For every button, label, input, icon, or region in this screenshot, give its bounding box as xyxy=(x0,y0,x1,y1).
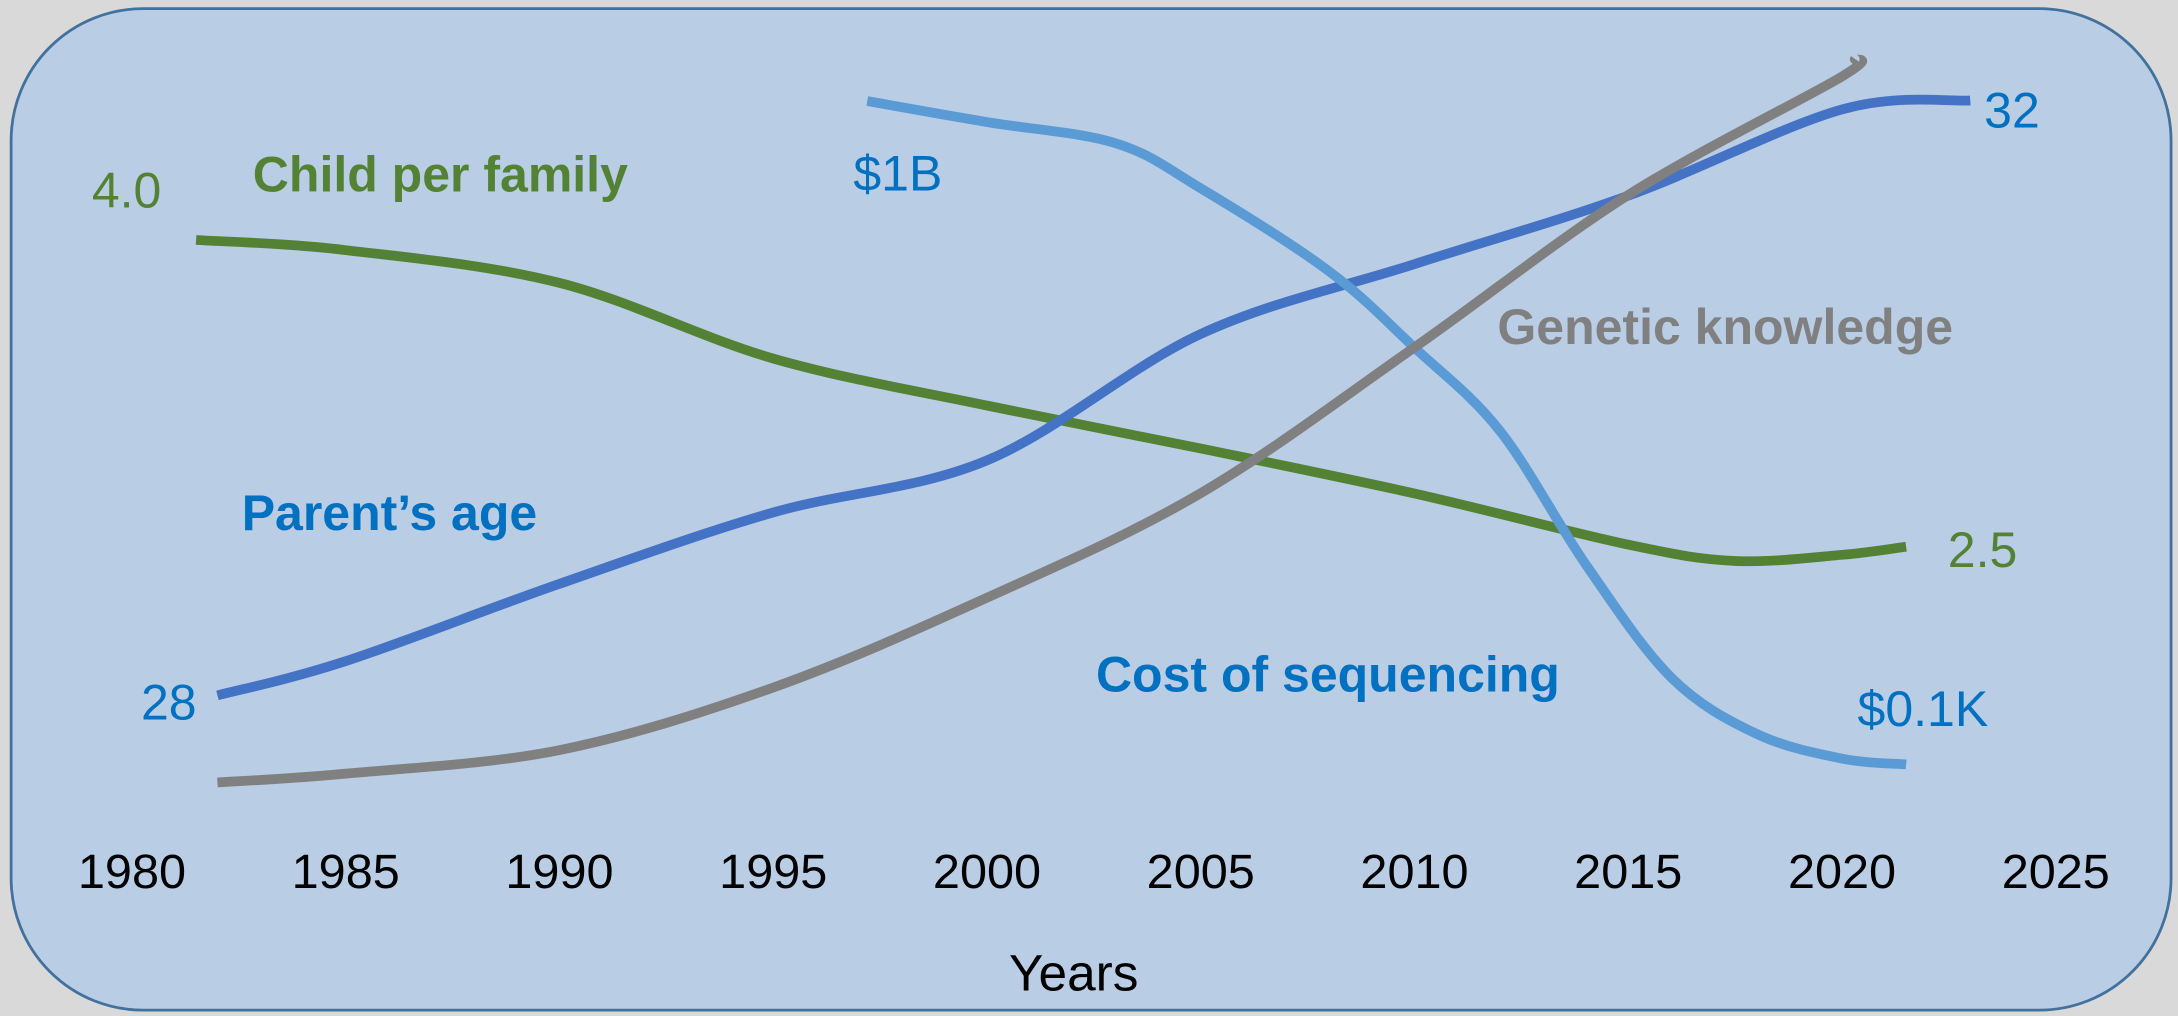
x-tick-label: 2015 xyxy=(1574,845,1682,899)
x-tick-label: 2020 xyxy=(1788,845,1896,899)
x-tick-label: 2000 xyxy=(933,845,1041,899)
value-label: 28 xyxy=(141,675,197,731)
chart-background xyxy=(9,7,2173,1012)
x-tick-label: 1995 xyxy=(719,845,827,899)
value-label: 32 xyxy=(1984,83,2040,139)
x-tick-label: 1985 xyxy=(292,845,400,899)
x-tick-label: 2005 xyxy=(1147,845,1255,899)
value-label: 4.0 xyxy=(92,162,162,218)
line xyxy=(866,96,1907,770)
x-axis-title: Years xyxy=(1009,943,1139,1001)
series-label: Child per family xyxy=(253,146,628,202)
series-label: Parent’s age xyxy=(242,485,538,541)
line xyxy=(195,235,1907,567)
line xyxy=(216,94,1971,701)
x-tick-label: 2010 xyxy=(1360,845,1468,899)
x-tick-label: 1980 xyxy=(78,845,186,899)
value-label: $0.1K xyxy=(1858,681,1989,737)
x-tick-label: 2025 xyxy=(2002,845,2110,899)
series-label: Cost of sequencing xyxy=(1096,646,1560,702)
line xyxy=(217,53,1868,788)
value-label: $1B xyxy=(853,146,942,202)
value-label: 2.5 xyxy=(1948,522,2018,578)
series-label: Genetic knowledge xyxy=(1497,299,1953,355)
x-tick-label: 1990 xyxy=(505,845,613,899)
